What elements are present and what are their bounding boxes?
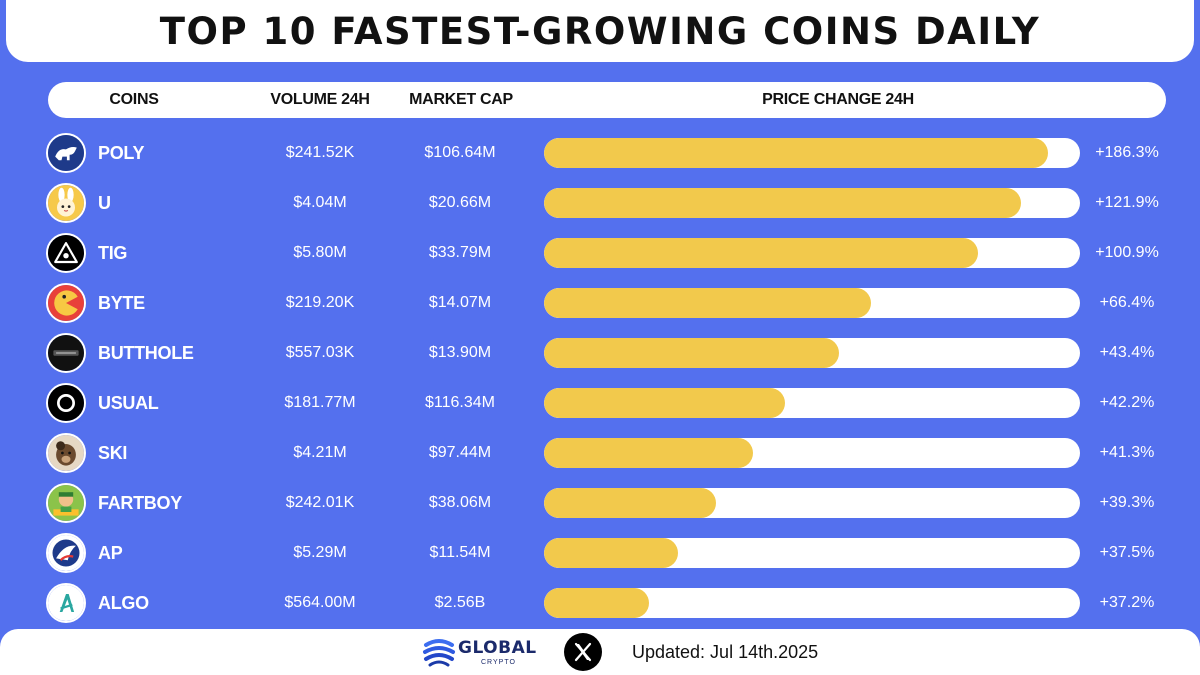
price-change-label: +37.5% (1099, 544, 1155, 561)
table-row: FARTBOY $242.01K $38.06M +39.3% (0, 483, 1200, 523)
market-cap: $14.07M (428, 294, 492, 311)
price-change-bar (544, 338, 839, 368)
market-cap: $13.90M (428, 344, 492, 361)
volume-24h: $564.00M (284, 594, 356, 611)
price-change-track (544, 188, 1080, 218)
butthole-logo-icon (46, 333, 86, 373)
market-cap: $116.34M (425, 394, 495, 411)
volume-24h: $4.04M (293, 194, 347, 211)
coin-symbol: SKI (98, 443, 128, 463)
price-change-track (544, 388, 1080, 418)
volume-24h: $5.80M (293, 244, 347, 261)
coin-symbol: TIG (98, 243, 128, 263)
table-row: SKI $4.21M $97.44M +41.3% (0, 433, 1200, 473)
price-change-bar (544, 538, 678, 568)
table-row: AP $5.29M $11.54M +37.5% (0, 533, 1200, 573)
price-change-label: +42.2% (1099, 394, 1155, 411)
table-row: BYTE $219.20K $14.07M +66.4% (0, 283, 1200, 323)
usual-ring-icon (46, 383, 86, 423)
table-row: TIG $5.80M $33.79M +100.9% (0, 233, 1200, 273)
market-cap: $97.44M (428, 444, 492, 461)
price-change-bar (544, 388, 785, 418)
market-cap: $2.56B (434, 594, 486, 611)
volume-24h: $4.21M (293, 444, 347, 461)
coin-symbol: POLY (98, 143, 145, 163)
table-row: U $4.04M $20.66M +121.9% (0, 183, 1200, 223)
price-change-bar (544, 138, 1048, 168)
price-change-track (544, 138, 1080, 168)
price-change-label: +43.4% (1099, 344, 1155, 361)
bunny-icon (46, 183, 86, 223)
coin-symbol: USUAL (98, 393, 159, 413)
price-change-track (544, 538, 1080, 568)
header-volume: VOLUME 24H (270, 91, 370, 108)
ski-dog-icon (46, 433, 86, 473)
price-change-bar (544, 188, 1021, 218)
tig-triangle-icon (46, 233, 86, 273)
price-change-bar (544, 588, 649, 618)
global-crypto-logo-icon (423, 639, 455, 667)
header-coins: COINS (109, 91, 159, 108)
coin-symbol: ALGO (98, 593, 149, 613)
coin-symbol: U (98, 193, 111, 213)
price-change-bar (544, 238, 978, 268)
price-change-bar (544, 288, 871, 318)
poly-bull-icon (46, 133, 86, 173)
price-change-label: +37.2% (1099, 594, 1155, 611)
byte-pacman-icon (46, 283, 86, 323)
table-row: ALGO $564.00M $2.56B +37.2% (0, 583, 1200, 623)
table-row: USUAL $181.77M $116.34M +42.2% (0, 383, 1200, 423)
price-change-track (544, 288, 1080, 318)
title-bar: TOP 10 FASTEST-GROWING COINS DAILY (6, 0, 1194, 62)
coin-symbol: AP (98, 543, 123, 563)
updated-date: Updated: Jul 14th.2025 (632, 642, 819, 662)
price-change-track (544, 488, 1080, 518)
price-change-track (544, 238, 1080, 268)
price-change-label: +66.4% (1099, 294, 1155, 311)
coin-symbol: BUTTHOLE (98, 343, 194, 363)
coin-symbol: BYTE (98, 293, 145, 313)
volume-24h: $241.52K (285, 144, 355, 161)
footer: GLOBAL CRYPTO Updated: Jul 14th.2025 (0, 629, 1200, 675)
market-cap: $33.79M (428, 244, 492, 261)
market-cap: $11.54M (429, 544, 491, 561)
header-market-cap: MARKET CAP (409, 91, 513, 108)
brand-name: GLOBAL (458, 638, 537, 658)
volume-24h: $219.20K (285, 294, 355, 311)
volume-24h: $242.01K (285, 494, 355, 511)
price-change-label: +41.3% (1099, 444, 1155, 461)
fartboy-icon (46, 483, 86, 523)
price-change-track (544, 588, 1080, 618)
table-row: BUTTHOLE $557.03K $13.90M +43.4% (0, 333, 1200, 373)
header-price-change: PRICE CHANGE 24H (762, 91, 914, 108)
market-cap: $20.66M (428, 194, 492, 211)
volume-24h: $557.03K (285, 344, 355, 361)
market-cap: $38.06M (428, 494, 492, 511)
page-title: TOP 10 FASTEST-GROWING COINS DAILY (159, 9, 1041, 53)
x-icon[interactable] (564, 633, 602, 671)
price-change-track (544, 338, 1080, 368)
volume-24h: $5.29M (293, 544, 347, 561)
price-change-bar (544, 488, 716, 518)
market-cap: $106.64M (424, 144, 496, 161)
coin-symbol: FARTBOY (98, 493, 182, 513)
ap-eagle-icon (46, 533, 86, 573)
brand-subtitle: CRYPTO (481, 659, 516, 666)
table-header: COINS VOLUME 24H MARKET CAP PRICE CHANGE… (48, 82, 1166, 118)
algo-icon (46, 583, 86, 623)
volume-24h: $181.77M (284, 394, 356, 411)
price-change-bar (544, 438, 753, 468)
price-change-label: +100.9% (1095, 244, 1159, 261)
table-row: POLY $241.52K $106.64M +186.3% (0, 133, 1200, 173)
price-change-track (544, 438, 1080, 468)
price-change-label: +39.3% (1099, 494, 1155, 511)
price-change-label: +121.9% (1095, 194, 1159, 211)
price-change-label: +186.3% (1095, 144, 1159, 161)
